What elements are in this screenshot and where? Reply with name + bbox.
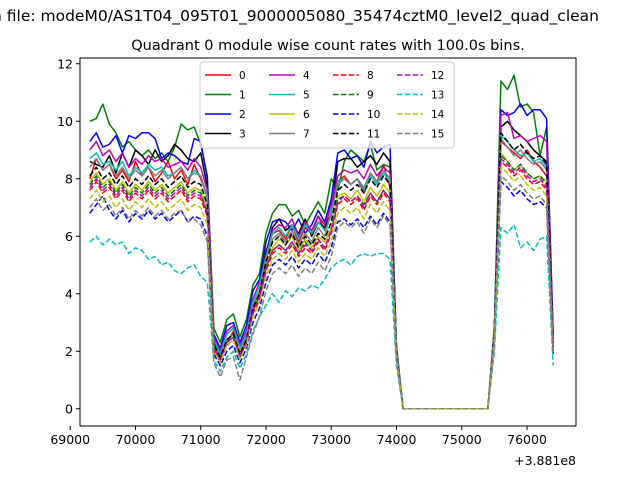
legend-label-10: 10 <box>367 109 380 121</box>
series-line-8 <box>89 160 554 410</box>
series-line-13 <box>89 224 554 410</box>
legend-label-1: 1 <box>239 90 246 102</box>
y-tick-label: 2 <box>65 344 73 359</box>
legend-label-8: 8 <box>367 70 374 82</box>
x-axis: 69000 70000 71000 72000 73000 74000 75000 76000 <box>50 426 547 447</box>
series-line-12 <box>89 157 554 410</box>
series-layer <box>89 74 554 410</box>
legend-label-15: 15 <box>431 129 444 141</box>
x-tick-label: 74000 <box>377 432 417 447</box>
figure-suptitle: n file: modeM0/AS1T04_095T01_9000005080_… <box>0 7 599 26</box>
legend-label-3: 3 <box>239 129 246 141</box>
plot-frame <box>79 57 577 427</box>
y-tick-label: 6 <box>65 229 73 244</box>
legend-label-12: 12 <box>431 70 444 82</box>
y-axis: 0 2 4 6 8 10 12 <box>57 56 80 416</box>
legend-label-5: 5 <box>303 90 310 102</box>
legend-label-13: 13 <box>431 90 444 102</box>
x-tick-label: 72000 <box>246 432 286 447</box>
legend-label-7: 7 <box>303 129 310 141</box>
legend-label-14: 14 <box>431 109 445 121</box>
x-tick-label: 69000 <box>50 432 90 447</box>
x-tick-label: 75000 <box>442 432 482 447</box>
legend-label-2: 2 <box>239 109 246 121</box>
series-line-15 <box>89 175 554 410</box>
y-tick-label: 12 <box>57 56 73 71</box>
legend-label-9: 9 <box>367 90 374 102</box>
x-tick-label: 70000 <box>116 432 156 447</box>
chart-title: Quadrant 0 module wise count rates with … <box>131 38 525 54</box>
legend-label-4: 4 <box>303 70 310 82</box>
x-tick-label: 73000 <box>311 432 351 447</box>
legend-label-11: 11 <box>367 129 380 141</box>
series-line-11 <box>89 132 554 410</box>
y-tick-label: 4 <box>65 286 73 301</box>
legend-label-0: 0 <box>239 70 246 82</box>
legend-label-6: 6 <box>303 109 310 121</box>
y-tick-label: 0 <box>65 401 73 416</box>
y-tick-label: 10 <box>57 114 73 129</box>
y-tick-label: 8 <box>65 171 73 186</box>
x-tick-label: 71000 <box>181 432 221 447</box>
x-tick-label: 76000 <box>507 432 547 447</box>
legend-box <box>199 61 455 149</box>
series-line-10 <box>89 180 554 410</box>
x-offset-label: +3.881e8 <box>514 453 576 468</box>
